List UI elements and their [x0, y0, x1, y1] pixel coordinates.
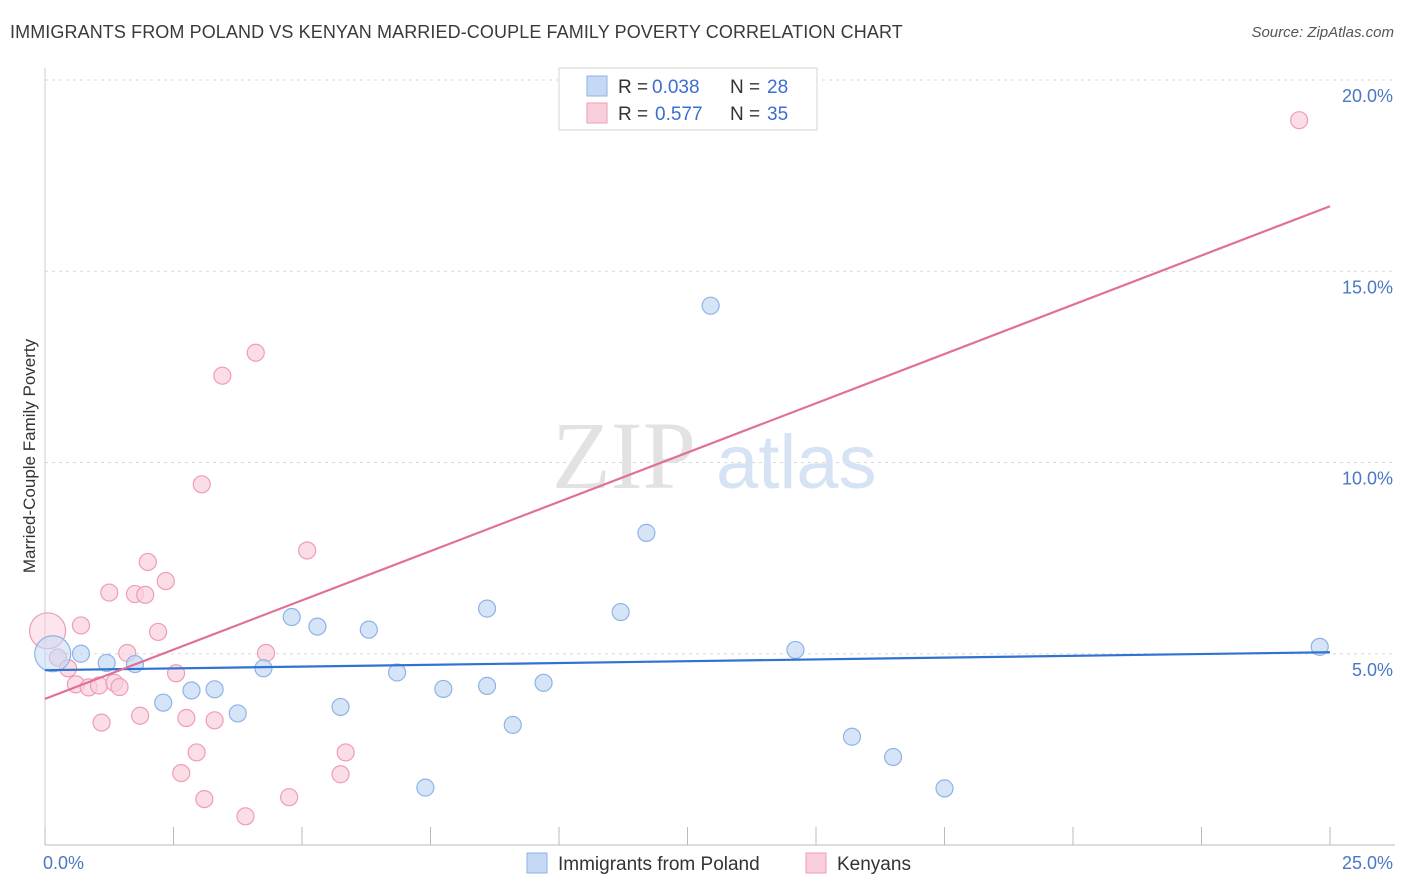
- watermark: ZIP atlas: [552, 402, 877, 509]
- poland-point-2: [97, 653, 116, 673]
- watermark-zip: ZIP: [552, 402, 696, 509]
- legend-r-value-1: 0.038: [652, 77, 700, 98]
- poland-point-1: [71, 644, 91, 663]
- poland-point-24: [842, 727, 862, 746]
- legend-swatch-kenyans: [586, 102, 608, 124]
- poland-point-14: [416, 778, 435, 797]
- legend-n-value-1: 28: [767, 77, 788, 98]
- poland-point-16: [477, 599, 497, 618]
- x-tick-label-1: 25.0%: [1342, 853, 1393, 873]
- x-tick-label-0: 0.0%: [43, 853, 84, 873]
- kenyans-point-26: [236, 807, 255, 826]
- bottom-legend-swatch-poland: [526, 852, 548, 874]
- poland-point-27: [1310, 637, 1329, 656]
- legend-n-label-1: N =: [730, 77, 760, 98]
- axes: [44, 68, 1395, 846]
- poland-point-20: [611, 602, 630, 622]
- kenyans-point-4: [71, 616, 91, 635]
- poland-point-25: [883, 747, 903, 767]
- kenyans-point-21: [187, 743, 206, 762]
- poland-point-12: [359, 620, 378, 639]
- poland-point-4: [154, 693, 173, 712]
- kenyans-point-20: [177, 708, 196, 728]
- kenyans-point-31: [331, 765, 350, 784]
- poland-point-0: [34, 635, 72, 673]
- watermark-atlas: atlas: [716, 420, 877, 505]
- kenyans-point-19: [172, 763, 191, 783]
- legend-r-label-1: R =: [618, 77, 648, 98]
- y-axis-label: Married-Couple Family Poverty: [20, 338, 39, 573]
- poland-point-19: [534, 673, 553, 692]
- kenyans-point-30: [298, 541, 317, 560]
- legend-n-value-2: 35: [767, 104, 788, 125]
- poland-point-23: [786, 640, 805, 660]
- legend: R = 0.038 N = 28 R = 0.577 N = 35: [558, 67, 818, 131]
- kenyans-point-17: [156, 571, 175, 591]
- chart-title: IMMIGRANTS FROM POLAND VS KENYAN MARRIED…: [10, 22, 903, 42]
- poland-point-18: [503, 715, 522, 734]
- kenyans-point-25: [213, 366, 232, 385]
- y-tick-label-1: 10.0%: [1342, 469, 1393, 489]
- kenyans-point-10: [110, 677, 129, 697]
- kenyans-point-16: [148, 622, 168, 642]
- poland-point-17: [477, 676, 497, 695]
- bottom-legend: Immigrants from Poland Kenyans: [526, 852, 911, 875]
- poland-point-7: [228, 704, 247, 723]
- poland-point-10: [308, 617, 327, 636]
- trend-lines: [44, 205, 1331, 700]
- kenyans-point-33: [1290, 111, 1309, 130]
- source-label: Source: ZipAtlas.com: [1251, 24, 1394, 41]
- poland-point-26: [935, 779, 954, 798]
- grid-lines: [45, 79, 1395, 655]
- y-tick-labels: 5.0% 10.0% 15.0% 20.0%: [1342, 86, 1393, 680]
- kenyans-trend-line: [44, 205, 1331, 700]
- poland-point-11: [331, 697, 350, 717]
- poland-point-21: [637, 523, 656, 542]
- legend-swatch-poland: [586, 75, 608, 97]
- kenyans-point-22: [192, 475, 211, 494]
- y-tick-label-3: 20.0%: [1342, 86, 1393, 106]
- poland-trend-line: [44, 651, 1331, 672]
- kenyans-point-29: [280, 788, 299, 807]
- kenyans-point-8: [100, 583, 119, 602]
- kenyans-point-23: [195, 789, 214, 809]
- kenyans-points: [28, 111, 1309, 826]
- bottom-legend-label-poland: Immigrants from Poland: [558, 854, 760, 875]
- poland-point-6: [205, 680, 224, 699]
- legend-n-label-2: N =: [730, 104, 760, 125]
- poland-point-13: [387, 663, 407, 682]
- kenyans-point-7: [92, 713, 111, 732]
- legend-r-value-2: 0.577: [655, 104, 703, 125]
- bottom-legend-swatch-kenyans: [805, 852, 827, 874]
- legend-r-label-2: R =: [618, 104, 648, 125]
- kenyans-point-32: [336, 743, 355, 762]
- y-tick-label-0: 5.0%: [1352, 660, 1393, 680]
- poland-point-22: [701, 296, 720, 315]
- kenyans-point-27: [246, 343, 265, 362]
- poland-point-5: [182, 681, 201, 700]
- kenyans-point-14: [136, 585, 155, 604]
- kenyans-point-28: [256, 643, 276, 663]
- y-tick-label-2: 15.0%: [1342, 277, 1393, 297]
- bottom-legend-label-kenyans: Kenyans: [837, 854, 911, 875]
- x-ticks: [44, 827, 1331, 845]
- kenyans-point-13: [130, 706, 150, 725]
- x-tick-labels: 0.0% 25.0%: [43, 853, 1393, 873]
- kenyans-point-24: [205, 711, 224, 730]
- kenyans-point-15: [138, 552, 157, 572]
- poland-point-9: [282, 607, 301, 627]
- poland-point-15: [434, 679, 453, 699]
